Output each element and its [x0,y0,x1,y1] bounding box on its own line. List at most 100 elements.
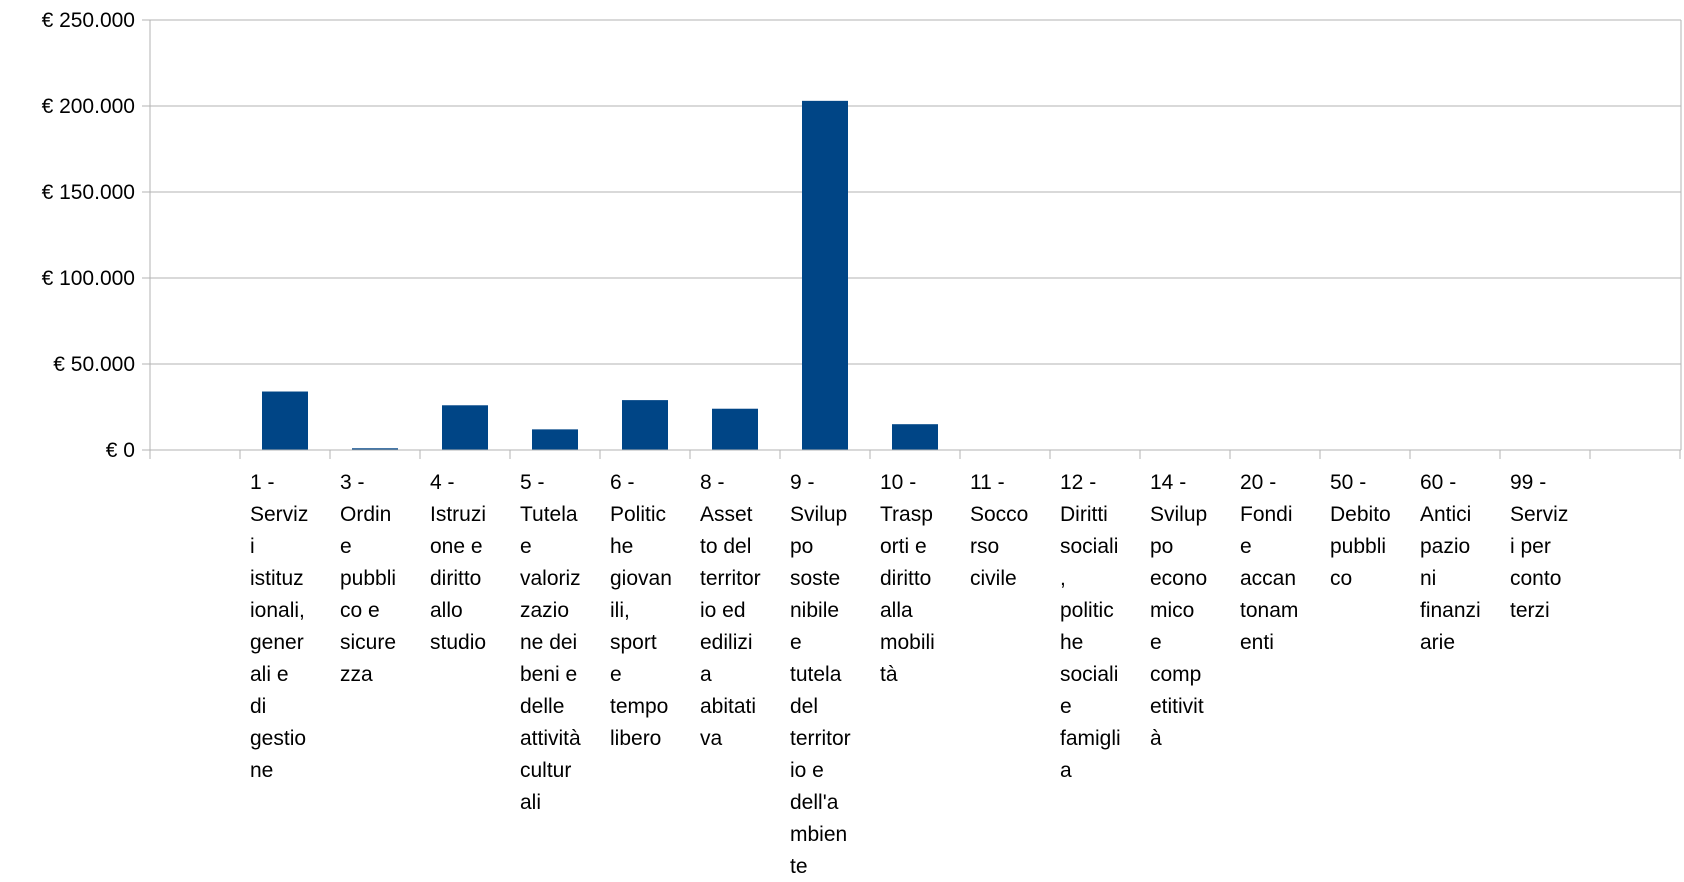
category-label-line: di [250,695,266,718]
category-label-line: edilizi [700,631,753,654]
category-label-line: va [700,727,723,750]
category-label: 14 - Svilup po econo mico e comp etitivit à [1150,471,1207,750]
category-label-line: 9 - [790,471,815,494]
bar [712,408,758,450]
category-label-line: 4 - [430,471,455,494]
category-label-line: nibile [790,599,839,622]
category-label: 60 - Antici pazio ni finanzi arie [1420,471,1481,654]
category-label-line: 6 - [610,471,635,494]
category-label-line: i [250,535,255,558]
category-label-line: e [1060,695,1072,718]
category-label-line: terzi [1510,599,1550,622]
category-label-line: 12 - [1060,471,1096,494]
category-label: 12 - Diritti sociali, politic he sociali e fami… [1060,471,1121,782]
bars [262,100,938,450]
category-label-line: zazio [520,599,569,622]
y-tick-label: € 100.000 [42,267,135,290]
category-label-line: Fondi [1240,503,1293,526]
category-label-line: diritto [430,567,481,590]
category-label-line: 60 - [1420,471,1456,494]
category-label-line: famigli [1060,727,1121,750]
category-label-line: finanzi [1420,599,1481,622]
category-label-line: po [790,535,813,558]
category-label-line: co [1330,567,1352,590]
bar [892,424,938,450]
category-label-line: ni [1420,567,1436,590]
category-label-line: Ordin [340,503,391,526]
category-label-line: , [1060,567,1066,590]
category-label: 1 - Serviz i istituz ionali, gener ali e di gest… [250,471,308,782]
category-label-line: pubbli [340,567,396,590]
category-label-line: co e [340,599,380,622]
category-labels: 1 - Serviz i istituz ionali, gener ali e di gest… [250,471,1568,878]
category-label: 11 - Socco rso civile [970,471,1028,590]
bar [622,400,668,450]
category-label-line: etitivit [1150,695,1204,718]
category-label-line: mobili [880,631,935,654]
category-label-line: Politic [610,503,666,526]
category-label-line: sport [610,631,657,654]
category-label: 5 - Tutela e valoriz zazio ne dei beni e delle a… [520,471,581,814]
category-label-line: one e [430,535,483,558]
category-label-line: mbien [790,823,847,846]
y-tick-label: € 50.000 [53,353,135,376]
category-label-line: gener [250,631,304,654]
category-label-line: 50 - [1330,471,1366,494]
category-label-line: Diritti [1060,503,1108,526]
category-label-line: gestio [250,727,306,750]
category-label-line: i per [1510,535,1551,558]
category-label-line: zza [340,663,373,686]
category-label-line: territor [700,567,761,590]
category-label-line: alla [880,599,913,622]
bar [262,391,308,450]
category-label-line: e [1150,631,1162,654]
category-label-line: valoriz [520,567,581,590]
category-label-line: accan [1240,567,1296,590]
category-label-line: giovan [610,567,672,590]
category-label-line: 11 - [970,471,1005,494]
category-label-line: to del [700,535,751,558]
category-label-line: orti e [880,535,927,558]
category-label-line: territor [790,727,851,750]
gridlines [150,19,1681,365]
category-label-line: abitati [700,695,756,718]
bar [532,429,578,450]
category-label-line: e [340,535,352,558]
category-label-line: a [700,663,712,686]
category-label-line: Asset [700,503,753,526]
category-label-line: Trasp [880,503,933,526]
category-label-line: Svilup [790,503,847,526]
category-label: 50 - Debito pubbli co [1330,471,1391,590]
category-label-line: Tutela [520,503,578,526]
category-label-line: tonam [1240,599,1298,622]
category-label-line: econo [1150,567,1207,590]
y-tick-label: € 250.000 [42,9,135,32]
category-label-line: 99 - [1510,471,1546,494]
category-label-line: 14 - [1150,471,1186,494]
category-label-line: e [790,631,802,654]
category-label-line: 20 - [1240,471,1276,494]
category-label-line: Debito [1330,503,1391,526]
bar [802,100,848,450]
category-label-line: beni e [520,663,577,686]
category-label-line: soste [790,567,840,590]
category-label-line: studio [430,631,486,654]
bar [442,405,488,450]
category-label-line: Istruzi [430,503,486,526]
y-tick-label: € 0 [106,439,135,462]
category-label-line: 3 - [340,471,365,494]
category-label-line: delle [520,695,564,718]
bar [352,448,398,450]
category-label-line: ali e [250,663,289,686]
category-label-line: Svilup [1150,503,1207,526]
category-label: 9 - Svilup po soste nibile e tutela del territor… [790,471,851,878]
category-label-line: 8 - [700,471,725,494]
category-label-line: po [1150,535,1173,558]
category-label-line: ne [250,759,273,782]
category-label-line: attività [520,727,581,750]
category-label-line: rso [970,535,999,558]
category-label: 99 - Serviz i per conto terzi [1510,471,1568,622]
category-label-line: à [1150,727,1162,750]
